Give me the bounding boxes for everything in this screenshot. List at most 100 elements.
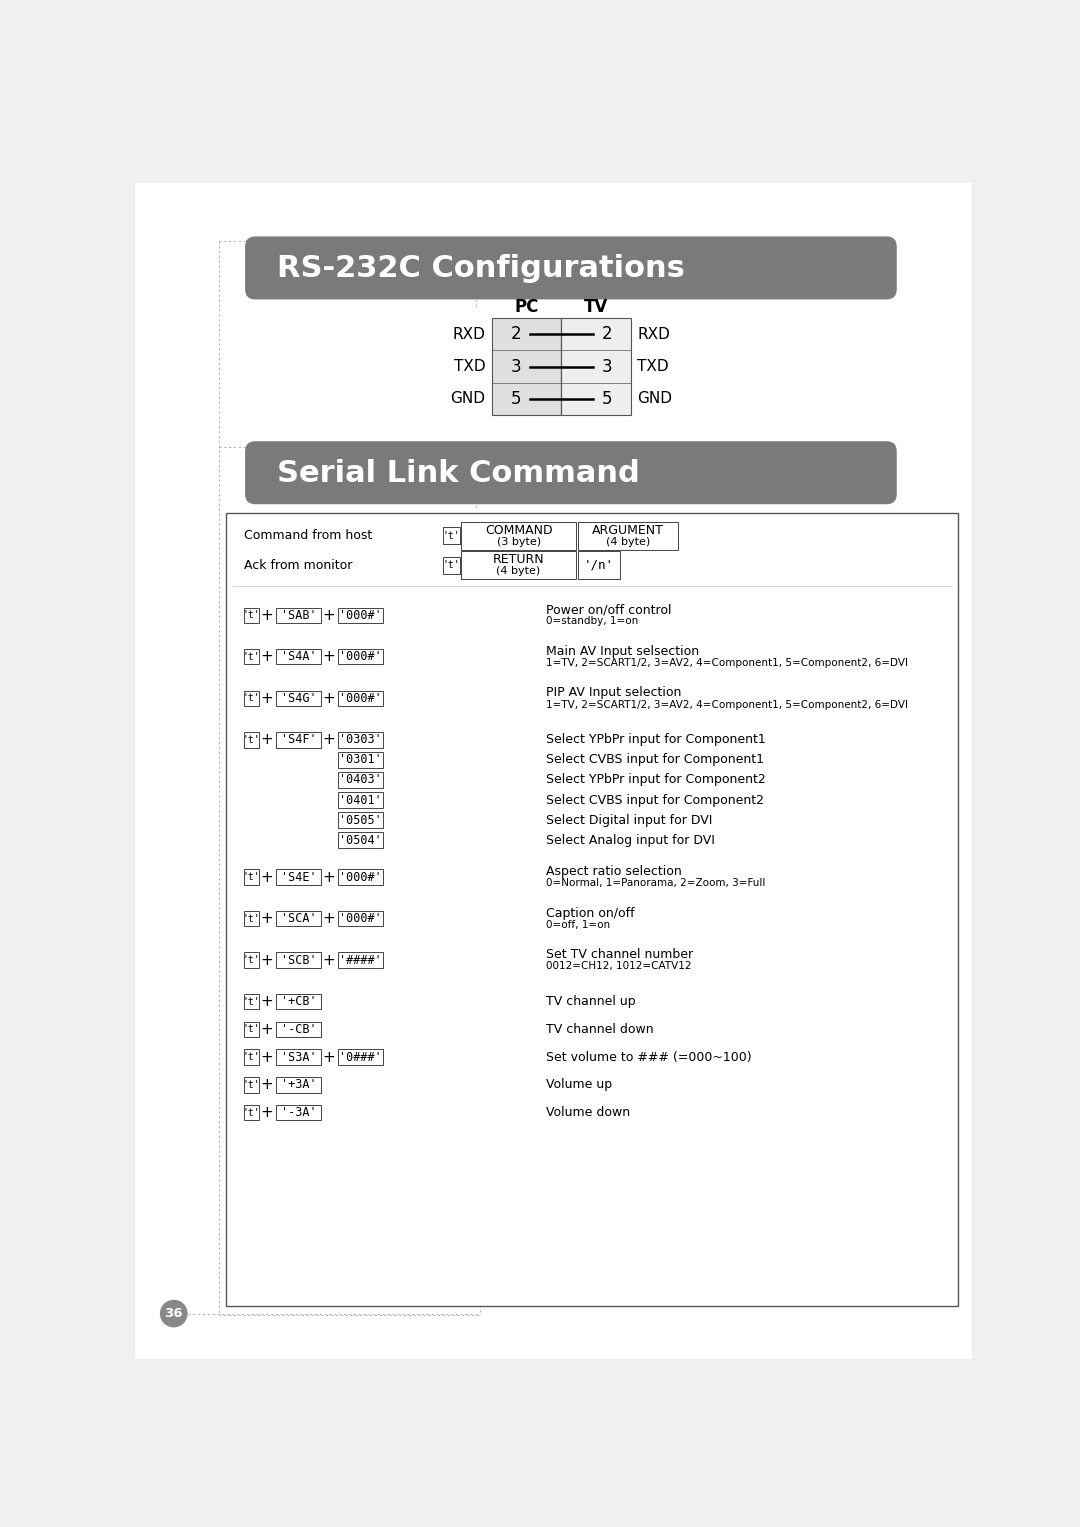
Text: 't': 't' [242, 872, 260, 883]
Text: +: + [260, 869, 273, 884]
Text: +: + [260, 690, 273, 705]
Bar [461, 551, 576, 579]
Text: +: + [260, 608, 273, 623]
Text: '000#': '000#' [339, 912, 382, 925]
Bar [243, 608, 259, 623]
Bar [338, 793, 383, 808]
Text: +: + [260, 912, 273, 925]
Text: 't': 't' [242, 956, 260, 965]
Text: +: + [260, 1022, 273, 1037]
Text: 'S4F': 'S4F' [281, 733, 316, 747]
Text: (4 byte): (4 byte) [606, 538, 650, 547]
Text: 't': 't' [242, 652, 260, 661]
Text: '000#': '000#' [339, 609, 382, 621]
Text: 'SCB': 'SCB' [281, 954, 316, 967]
Text: '+3A': '+3A' [281, 1078, 316, 1092]
Bar [338, 773, 383, 788]
Text: +: + [322, 912, 335, 925]
Text: 5: 5 [602, 389, 612, 408]
Text: 'S3A': 'S3A' [281, 1051, 316, 1064]
Text: 3: 3 [602, 357, 612, 376]
Bar [243, 912, 259, 927]
Text: Caption on/off: Caption on/off [545, 907, 634, 919]
Text: '0###': '0###' [339, 1051, 382, 1064]
Text: 't': 't' [242, 913, 260, 924]
Text: 't': 't' [242, 1080, 260, 1090]
Text: Power on/off control: Power on/off control [545, 603, 672, 617]
Text: Aspect ratio selection: Aspect ratio selection [545, 866, 681, 878]
Bar [243, 1106, 259, 1121]
Text: RS-232C Configurations: RS-232C Configurations [276, 253, 685, 282]
Bar [276, 912, 321, 927]
Bar [243, 1077, 259, 1093]
Bar [338, 690, 383, 705]
Text: 1=TV, 2=SCART1/2, 3=AV2, 4=Component1, 5=Component2, 6=DVI: 1=TV, 2=SCART1/2, 3=AV2, 4=Component1, 5… [545, 658, 908, 667]
Text: GND: GND [450, 391, 485, 406]
Bar [443, 557, 460, 574]
Text: Set TV channel number: Set TV channel number [545, 948, 693, 962]
Text: 'SAB': 'SAB' [281, 609, 316, 621]
Bar [276, 733, 321, 748]
Text: PIP AV Input selection: PIP AV Input selection [545, 687, 681, 699]
Text: TXD: TXD [637, 359, 669, 374]
Text: (4 byte): (4 byte) [497, 567, 541, 576]
Text: 't': 't' [242, 1052, 260, 1063]
Bar [338, 812, 383, 828]
Text: Select Digital input for DVI: Select Digital input for DVI [545, 814, 712, 826]
Text: '####': '####' [339, 954, 382, 967]
Text: 't': 't' [242, 997, 260, 1006]
Bar [243, 733, 259, 748]
Text: 2: 2 [511, 325, 522, 344]
Text: 3: 3 [511, 357, 522, 376]
Text: '000#': '000#' [339, 651, 382, 663]
Text: '0504': '0504' [339, 834, 382, 846]
Bar [276, 869, 321, 884]
Bar [227, 513, 958, 1306]
Bar [491, 318, 562, 415]
Text: RETURN: RETURN [492, 553, 544, 567]
Text: 'S4G': 'S4G' [281, 692, 316, 705]
Text: Select CVBS input for Component2: Select CVBS input for Component2 [545, 794, 764, 806]
Text: Select YPbPr input for Component2: Select YPbPr input for Component2 [545, 774, 766, 786]
Bar [578, 522, 678, 550]
Bar [338, 608, 383, 623]
Text: Select Analog input for DVI: Select Analog input for DVI [545, 834, 715, 846]
Text: Set volume to ### (=000~100): Set volume to ### (=000~100) [545, 1051, 752, 1064]
Text: +: + [322, 733, 335, 747]
Text: +: + [260, 953, 273, 968]
Text: '0301': '0301' [339, 753, 382, 767]
Text: 0012=CH12, 1012=CATV12: 0012=CH12, 1012=CATV12 [545, 962, 691, 971]
Text: +: + [322, 649, 335, 664]
Bar [276, 1077, 321, 1093]
Bar [338, 733, 383, 748]
Text: TV channel up: TV channel up [545, 996, 635, 1008]
Text: TV channel down: TV channel down [545, 1023, 653, 1035]
Bar [276, 649, 321, 664]
Bar [243, 690, 259, 705]
Text: COMMAND: COMMAND [485, 524, 553, 538]
Text: +: + [260, 1078, 273, 1092]
Text: 't': 't' [242, 1025, 260, 1034]
Bar [276, 690, 321, 705]
Text: '0505': '0505' [339, 814, 382, 826]
Text: (3 byte): (3 byte) [497, 538, 541, 547]
Text: '/n': '/n' [584, 559, 613, 571]
Text: +: + [260, 1106, 273, 1121]
Bar [338, 912, 383, 927]
Text: Volume up: Volume up [545, 1078, 612, 1092]
Text: Select CVBS input for Component1: Select CVBS input for Component1 [545, 753, 764, 767]
Text: 1=TV, 2=SCART1/2, 3=AV2, 4=Component1, 5=Component2, 6=DVI: 1=TV, 2=SCART1/2, 3=AV2, 4=Component1, 5… [545, 699, 908, 710]
Text: Serial Link Command: Serial Link Command [276, 460, 639, 489]
Text: RXD: RXD [453, 327, 485, 342]
Text: +: + [260, 1049, 273, 1064]
Bar [243, 869, 259, 884]
Text: '000#': '000#' [339, 870, 382, 884]
Bar [243, 953, 259, 968]
Text: 0=Normal, 1=Panorama, 2=Zoom, 3=Full: 0=Normal, 1=Panorama, 2=Zoom, 3=Full [545, 878, 765, 889]
Text: PC: PC [514, 298, 539, 316]
Text: 't': 't' [242, 734, 260, 745]
Text: GND: GND [637, 391, 672, 406]
Bar [461, 522, 576, 550]
Text: ARGUMENT: ARGUMENT [592, 524, 664, 538]
Text: 't': 't' [443, 531, 460, 541]
